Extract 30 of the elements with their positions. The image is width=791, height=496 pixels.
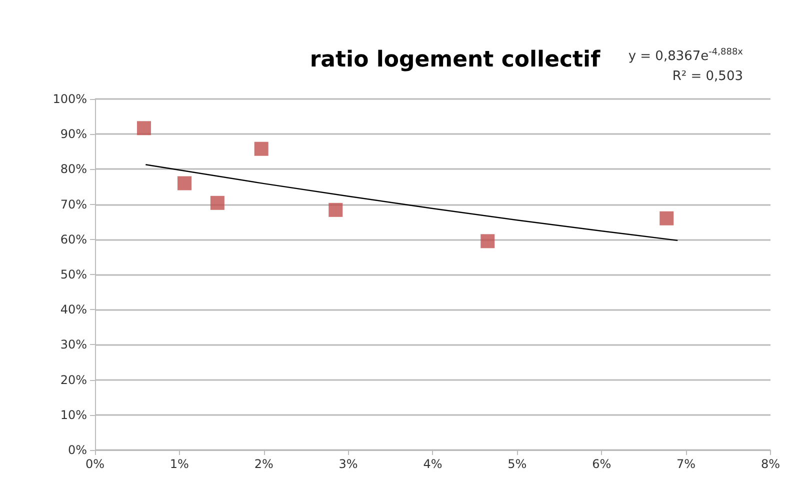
point (178, 176, 192, 190)
y-tick-label: 10% (60, 408, 87, 422)
x-tick-label: 4% (423, 457, 442, 471)
y-tick-label: 100% (52, 92, 87, 106)
x-tick-label: 6% (592, 457, 612, 471)
y-tick-label: 60% (60, 232, 87, 246)
x-tick-label: 0% (85, 457, 105, 471)
x-tick-label: 2% (254, 457, 274, 471)
x-tick-label: 1% (170, 457, 189, 471)
x-tick-label: 8% (760, 457, 780, 471)
y-tick-label: 40% (60, 302, 87, 317)
y-tick-label: 50% (60, 268, 87, 282)
x-tick-label: 3% (338, 457, 358, 471)
point (480, 234, 495, 248)
y-tick-label: 20% (60, 372, 87, 387)
text: R² = 0,503 (672, 69, 744, 84)
point (210, 196, 224, 210)
point (254, 142, 268, 156)
point (328, 202, 343, 217)
y-tick-label: 30% (60, 338, 87, 352)
y-tick-label: 0% (68, 443, 87, 457)
x-tick-label: 7% (676, 457, 696, 471)
x-tick-label: 5% (508, 457, 527, 471)
point (660, 211, 674, 226)
chart-title: ratio logement collectif (310, 48, 601, 72)
y-tick-label: 70% (60, 197, 87, 212)
point (136, 121, 151, 136)
line-series (145, 164, 678, 242)
y-tick-label: 90% (60, 127, 87, 142)
y-tick-label: 80% (60, 162, 87, 176)
